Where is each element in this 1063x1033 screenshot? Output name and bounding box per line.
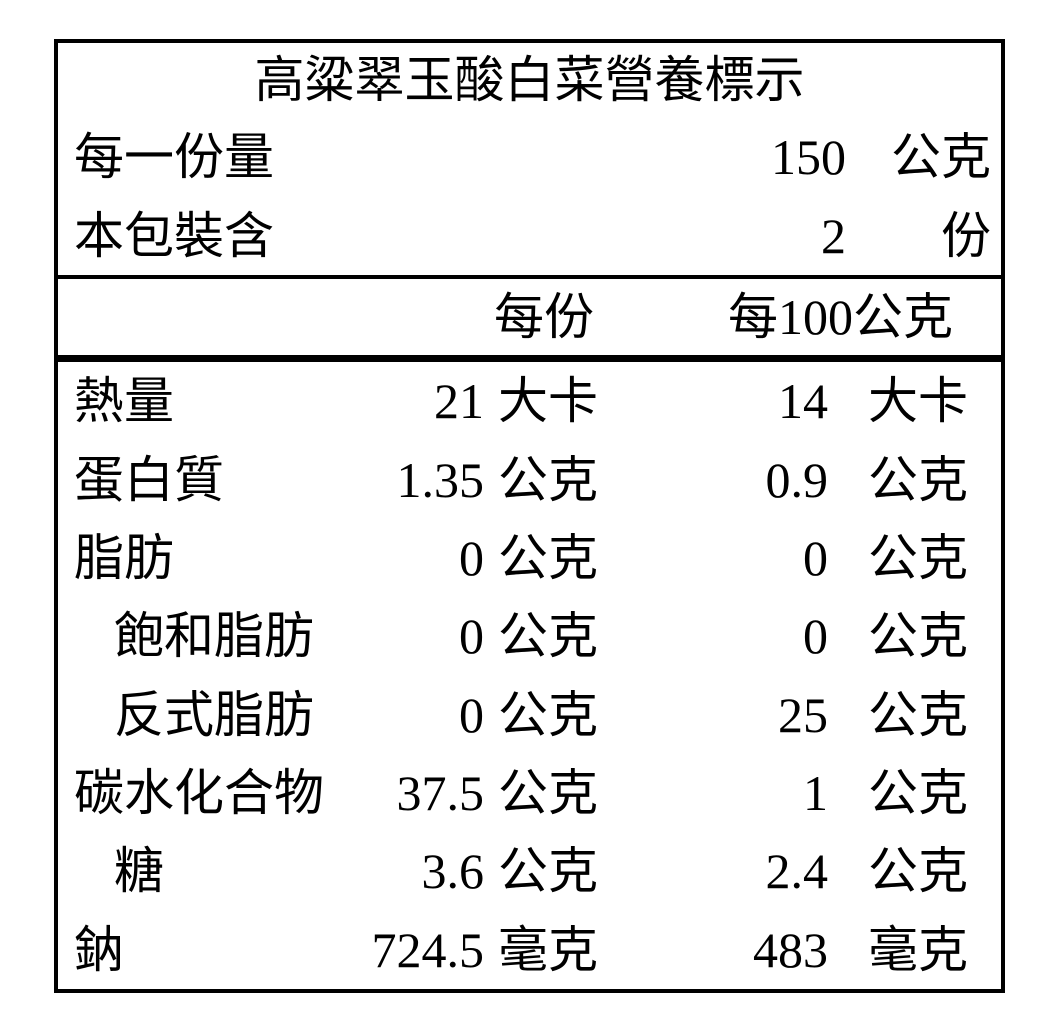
separator-thin <box>58 275 1001 279</box>
serving-info-label: 每一份量 <box>74 128 274 185</box>
nutrient-label: 糖 <box>114 843 164 900</box>
nutrient-label: 熱量 <box>74 373 174 430</box>
nutrient-label: 鈉 <box>74 921 124 978</box>
nutrition-title: 高粱翠玉酸白菜營養標示 <box>254 52 805 108</box>
serving-info-unit: 公克 <box>891 128 991 185</box>
nutrient-row: 鈉 724.5 毫克 483 毫克 <box>58 911 1001 989</box>
nutrient-per-serving-value: 37.5 <box>396 765 485 822</box>
nutrient-per-100g-unit: 公克 <box>868 843 968 900</box>
nutrient-label: 反式脂肪 <box>114 686 314 743</box>
nutrient-label: 蛋白質 <box>74 451 224 508</box>
separator-thick <box>58 355 1001 362</box>
nutrient-per-serving-unit: 大卡 <box>498 373 598 430</box>
nutrient-per-serving-value: 0 <box>459 608 484 665</box>
nutrient-per-100g-unit: 公克 <box>868 529 968 586</box>
nutrient-per-100g-unit: 毫克 <box>868 921 968 978</box>
nutrient-row: 飽和脂肪 0 公克 0 公克 <box>58 597 1001 675</box>
nutrient-row: 熱量 21 大卡 14 大卡 <box>58 362 1001 440</box>
nutrition-title-row: 高粱翠玉酸白菜營養標示 <box>58 43 1001 117</box>
nutrient-per-serving-unit: 公克 <box>498 451 598 508</box>
nutrient-per-100g-value: 2.4 <box>765 843 829 900</box>
nutrient-label: 脂肪 <box>74 529 174 586</box>
serving-info-row: 本包裝含 2 份 <box>58 196 1001 275</box>
nutrient-label: 飽和脂肪 <box>114 608 314 665</box>
nutrient-per-100g-value: 483 <box>753 921 828 978</box>
nutrient-row: 反式脂肪 0 公克 25 公克 <box>58 676 1001 754</box>
serving-info-section: 每一份量 150 公克 本包裝含 2 份 <box>58 117 1001 275</box>
nutrient-per-100g-value: 14 <box>778 373 828 430</box>
nutrient-per-serving-unit: 公克 <box>498 765 598 822</box>
serving-info-row: 每一份量 150 公克 <box>58 117 1001 196</box>
nutrient-per-serving-unit: 公克 <box>498 843 598 900</box>
nutrient-per-serving-unit: 公克 <box>498 608 598 665</box>
nutrient-per-100g-value: 0 <box>803 529 828 586</box>
serving-info-unit: 份 <box>941 207 991 264</box>
nutrient-per-100g-unit: 公克 <box>868 608 968 665</box>
nutrient-per-serving-value: 0 <box>459 529 484 586</box>
nutrient-per-100g-unit: 公克 <box>868 686 968 743</box>
nutrient-per-serving-value: 724.5 <box>371 921 485 978</box>
nutrition-table: 高粱翠玉酸白菜營養標示 每一份量 150 公克 本包裝含 2 份 每份 每100… <box>54 39 1005 993</box>
nutrient-per-100g-value: 0 <box>803 608 828 665</box>
nutrient-per-100g-value: 1 <box>803 765 828 822</box>
nutrient-label: 碳水化合物 <box>74 765 324 822</box>
nutrient-per-100g-unit: 公克 <box>868 765 968 822</box>
nutrient-per-serving-unit: 公克 <box>498 529 598 586</box>
serving-info-value: 2 <box>821 207 846 264</box>
nutrient-per-100g-value: 0.9 <box>765 451 829 508</box>
column-header-per-100g: 每100公克 <box>728 289 953 345</box>
nutrient-per-100g-unit: 大卡 <box>868 373 968 430</box>
nutrient-per-serving-unit: 毫克 <box>498 921 598 978</box>
nutrient-row: 蛋白質 1.35 公克 0.9 公克 <box>58 440 1001 518</box>
nutrient-rows-section: 熱量 21 大卡 14 大卡 蛋白質 1.35 公克 0.9 公克 脂肪 0 公… <box>58 362 1001 989</box>
serving-info-label: 本包裝含 <box>74 207 274 264</box>
nutrient-row: 脂肪 0 公克 0 公克 <box>58 519 1001 597</box>
serving-info-value: 150 <box>771 128 846 185</box>
nutrient-per-100g-value: 25 <box>778 686 828 743</box>
nutrient-per-serving-value: 0 <box>459 686 484 743</box>
nutrient-per-100g-unit: 公克 <box>868 451 968 508</box>
nutrient-per-serving-value: 21 <box>434 373 484 430</box>
nutrient-per-serving-value: 3.6 <box>421 843 485 900</box>
nutrient-per-serving-value: 1.35 <box>396 451 485 508</box>
nutrient-row: 糖 3.6 公克 2.4 公克 <box>58 832 1001 910</box>
column-header-per-serving: 每份 <box>494 289 594 345</box>
column-header-row: 每份 每100公克 <box>58 279 1001 355</box>
nutrient-row: 碳水化合物 37.5 公克 1 公克 <box>58 754 1001 832</box>
nutrient-per-serving-unit: 公克 <box>498 686 598 743</box>
